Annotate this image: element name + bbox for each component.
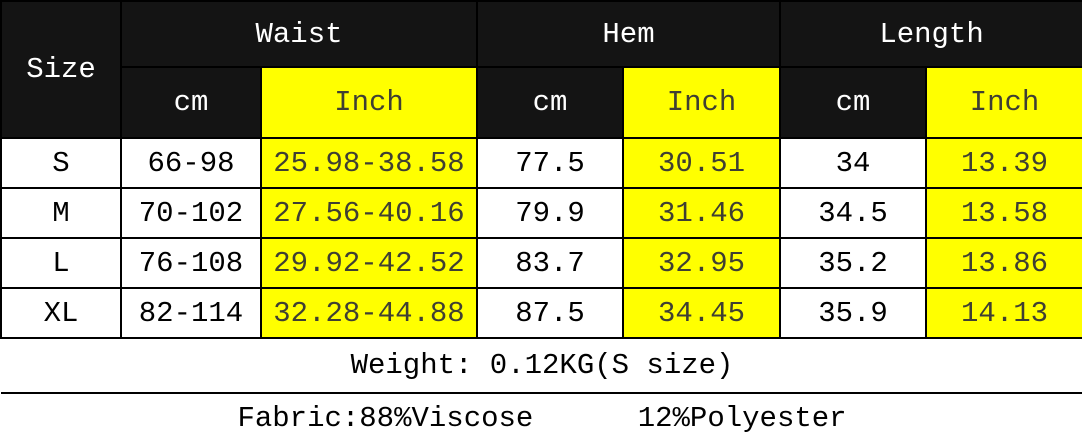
- weight-note-row: Weight: 0.12KG(S size): [1, 337, 1082, 394]
- header-unit-row: cm Inch cm Inch cm Inch: [1, 66, 1082, 139]
- fabric-note-row: Fabric:88%Viscose 12%Polyester: [1, 393, 1082, 441]
- waist-inch-cell: 29.92-42.52: [259, 237, 479, 289]
- waist-cm-cell: 82-114: [120, 287, 262, 339]
- table-row-s: S 66-98 25.98-38.58 77.5 30.51 34 13.39: [0, 137, 1082, 189]
- hem-cm-cell: 79.9: [476, 187, 625, 239]
- length-cm-cell: 34: [779, 137, 928, 189]
- fabric-note: Fabric:88%Viscose 12%Polyester: [237, 401, 847, 435]
- waist-cm-cell: 66-98: [120, 137, 262, 189]
- length-inch-cell: 13.86: [925, 237, 1082, 289]
- waist-inch-cell: 27.56-40.16: [259, 187, 479, 239]
- group-header-length: Length: [779, 0, 1082, 68]
- group-header-hem: Hem: [476, 0, 782, 68]
- waist-inch-cell: 25.98-38.58: [259, 137, 479, 189]
- table-row-m: M 70-102 27.56-40.16 79.9 31.46 34.5 13.…: [0, 187, 1082, 239]
- size-cell: S: [0, 137, 122, 189]
- size-cell: M: [0, 187, 122, 239]
- group-header-waist: Waist: [119, 0, 479, 68]
- unit-header-hem-inch: Inch: [622, 66, 782, 139]
- hem-inch-cell: 31.46: [622, 187, 782, 239]
- hem-cm-cell: 77.5: [476, 137, 625, 189]
- table-row-l: L 76-108 29.92-42.52 83.7 32.95 35.2 13.…: [0, 237, 1082, 289]
- hem-inch-cell: 30.51: [622, 137, 782, 189]
- hem-cm-cell: 83.7: [476, 237, 625, 289]
- unit-header-waist-inch: Inch: [259, 66, 479, 139]
- length-cm-cell: 35.9: [779, 287, 928, 339]
- unit-header-length-cm: cm: [779, 66, 928, 139]
- header-group-row: Size Waist Hem Length: [0, 0, 1082, 139]
- weight-note: Weight: 0.12KG(S size): [350, 349, 734, 382]
- waist-cm-cell: 76-108: [120, 237, 262, 289]
- unit-header-waist-cm: cm: [120, 66, 262, 139]
- length-cm-cell: 34.5: [779, 187, 928, 239]
- waist-inch-cell: 32.28-44.88: [259, 287, 479, 339]
- size-cell: L: [0, 237, 122, 289]
- hem-cm-cell: 87.5: [476, 287, 625, 339]
- length-inch-cell: 13.39: [925, 137, 1082, 189]
- length-cm-cell: 35.2: [779, 237, 928, 289]
- hem-inch-cell: 34.45: [622, 287, 782, 339]
- waist-cm-cell: 70-102: [120, 187, 262, 239]
- size-column-header: Size: [0, 0, 122, 139]
- length-inch-cell: 13.58: [925, 187, 1082, 239]
- hem-inch-cell: 32.95: [622, 237, 782, 289]
- size-cell: XL: [0, 287, 122, 339]
- length-inch-cell: 14.13: [925, 287, 1082, 339]
- unit-header-hem-cm: cm: [476, 66, 625, 139]
- table-row-xl: XL 82-114 32.28-44.88 87.5 34.45 35.9 14…: [0, 287, 1082, 339]
- unit-header-length-inch: Inch: [925, 66, 1082, 139]
